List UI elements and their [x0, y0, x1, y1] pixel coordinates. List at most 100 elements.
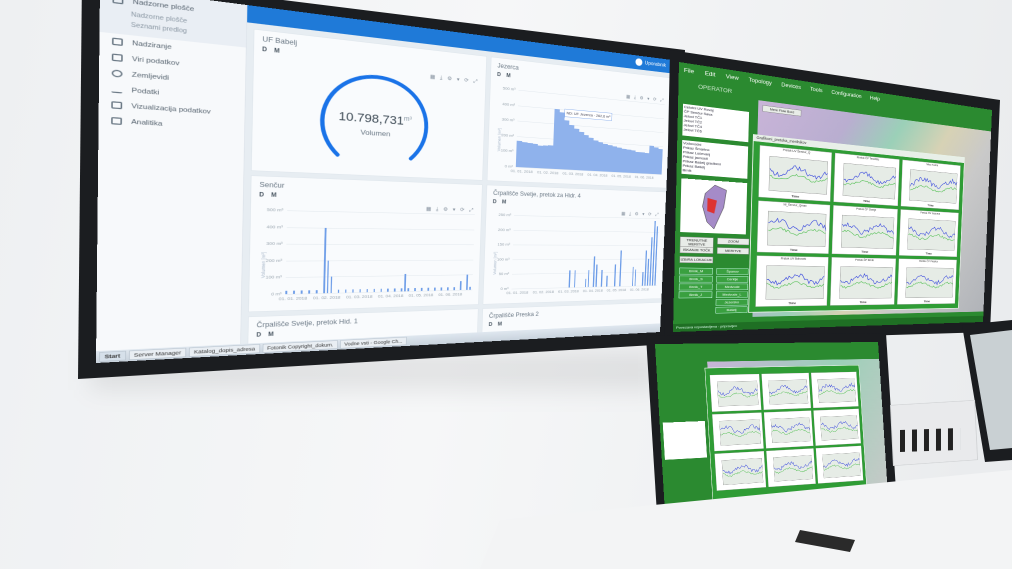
tile-toolbar[interactable]: ▦ ⤓ ⚙ ▾ ⟳ ⤢ — [429, 73, 480, 85]
x-tick-label: 01. 06. 2018 — [634, 174, 654, 180]
calendar-icon — [111, 117, 123, 125]
mini-chart-lines — [901, 160, 960, 209]
series-line — [723, 464, 763, 475]
mini-chart[interactable] — [815, 445, 864, 484]
series-line — [823, 463, 860, 470]
mini-chart-lines — [757, 201, 829, 253]
x-tick-label: 01. 01. 2018 — [278, 295, 308, 302]
x-tick-label: 01. 06. 2018 — [629, 287, 649, 292]
series-line — [910, 184, 957, 194]
station-button[interactable]: Bašelj — [715, 306, 748, 314]
y-axis-title: Volumen [m³] — [260, 252, 267, 279]
series-line — [720, 424, 760, 434]
menu-item-topology[interactable]: Topology — [748, 76, 772, 87]
location-list[interactable]: Celotni UV Rovaj ČP Senčur Sava Jelovl TČ1… — [682, 103, 750, 143]
mini-chart[interactable]: Pretok NV Jezerca Time — [898, 209, 959, 257]
mini-chart[interactable]: Pretok ČP Svetje Time — [831, 205, 898, 256]
series-line — [718, 386, 758, 396]
sidebar-item-label: Zemljevidi — [131, 71, 170, 82]
series-line — [907, 275, 954, 285]
mini-map[interactable] — [680, 178, 748, 235]
mini-chart-lines — [762, 373, 811, 410]
gridline — [286, 227, 475, 231]
mini-chart-lines — [811, 372, 858, 408]
menu-item-edit[interactable]: Edit — [704, 69, 716, 78]
menu-item-file[interactable]: File — [683, 66, 695, 75]
action-button[interactable]: ZOOM — [717, 237, 750, 246]
mini-chart[interactable] — [763, 410, 814, 449]
role-label: OPERATOR — [698, 83, 733, 95]
station-button[interactable]: Jezersko — [715, 298, 748, 306]
mini-chart[interactable]: Pretok UV Bobovek Time — [755, 255, 829, 307]
y-tick-label: 400 m³ — [266, 224, 283, 230]
action-button[interactable]: MERITVE — [716, 247, 750, 255]
station-button[interactable]: Medvode — [716, 283, 749, 291]
sidebar-item-label: Nadziranje — [132, 39, 172, 51]
station-button[interactable]: Brnik_J — [678, 291, 713, 299]
menu-item-tools[interactable]: Tools — [810, 85, 823, 94]
sidebar-item-label: Analitika — [131, 118, 163, 128]
day-month-toggle[interactable]: D M — [259, 191, 280, 199]
mini-chart[interactable]: Pretok ČP Tenetiše Time — [833, 152, 900, 207]
day-month-toggle[interactable]: D M — [488, 321, 505, 328]
start-button[interactable]: Start — [99, 350, 126, 362]
mini-chart[interactable] — [766, 448, 816, 488]
tile-toolbar[interactable]: ▦ ⤓ ⚙ ▾ ⟳ ⤢ — [621, 211, 660, 218]
view-list[interactable]: Vodovodni Prikaz Šmartno Prikaz Ločevanj Pr… — [681, 139, 749, 179]
menu-item-view[interactable]: View — [725, 72, 739, 82]
mini-chart[interactable]: Pretok ČP Brnik Time — [830, 257, 896, 306]
series-line — [819, 389, 856, 395]
bar — [469, 286, 471, 290]
station-button[interactable]: Brnik_T — [678, 283, 713, 291]
mini-chart[interactable] — [712, 412, 764, 452]
bar — [573, 270, 576, 288]
series-line — [842, 222, 894, 236]
bar — [600, 270, 603, 287]
x-tick-label: 01. 03. 2018 — [558, 289, 579, 294]
charts-window: Grafikoni_pretoka_merilnikov Pretok UV Š… — [748, 134, 965, 313]
menu-item-devices[interactable]: Devices — [781, 81, 802, 91]
mini-chart[interactable] — [810, 371, 859, 409]
y-tick-label: 0 m³ — [270, 291, 282, 297]
station-button[interactable]: Cerklje — [716, 275, 749, 283]
bar — [404, 274, 407, 292]
bar — [427, 287, 430, 291]
series-line — [818, 383, 855, 392]
station-button[interactable]: Brnik_M — [679, 267, 713, 275]
bar — [619, 250, 622, 287]
station-button[interactable]: Španov — [716, 268, 749, 275]
user-menu[interactable]: Uporabnik — [635, 58, 666, 69]
mini-chart[interactable]: Pretok UV Šenčur_Q Time — [758, 145, 832, 202]
gridline — [286, 243, 474, 246]
x-tick-label: 01. 04. 2018 — [377, 293, 404, 299]
mini-chart[interactable] — [813, 408, 861, 446]
tile-title: Črpališče Preska 2 — [488, 310, 539, 320]
mini-chart-lines — [715, 451, 766, 490]
tile-toolbar[interactable]: ▦ ⤓ ⚙ ▾ ⟳ ⤢ — [425, 206, 476, 213]
action-button[interactable]: ISKANJE TOČK — [679, 246, 714, 254]
dashboard-icon — [112, 0, 124, 5]
series-line — [821, 426, 858, 432]
station-button[interactable]: Medvode_L — [715, 291, 748, 298]
menu-item-help[interactable]: Help — [869, 94, 880, 102]
day-month-toggle[interactable]: D M — [497, 71, 513, 79]
map-pin-icon — [111, 69, 123, 78]
mini-chart[interactable]: NI_Šenčur_Qmax Time — [756, 200, 831, 254]
day-month-toggle[interactable]: D M — [256, 331, 277, 339]
menu-item-configuration[interactable]: Configuration — [831, 88, 862, 100]
mini-chart[interactable]: Pretok ČP Preska Time — [897, 258, 957, 305]
series-line — [840, 274, 892, 284]
day-month-toggle[interactable]: D M — [492, 199, 509, 206]
mini-chart[interactable] — [709, 373, 762, 412]
day-month-toggle[interactable]: D M — [262, 46, 283, 55]
action-button[interactable]: IZBIRA LOKACIJE — [679, 256, 714, 264]
power-plugs — [900, 428, 960, 452]
mini-chart[interactable] — [761, 372, 812, 410]
mini-chart[interactable]: Nivo Kokra Time — [900, 159, 961, 210]
avatar — [635, 58, 643, 67]
taskbar-item[interactable]: Server Manager — [128, 347, 187, 361]
mini-chart[interactable] — [714, 450, 767, 491]
station-button[interactable]: Brnik_S — [679, 275, 713, 283]
gauge-tile: UF Babelj D M ▦ ⤓ ⚙ ▾ ⟳ ⤢ 10.798,731m³ V… — [250, 28, 487, 181]
